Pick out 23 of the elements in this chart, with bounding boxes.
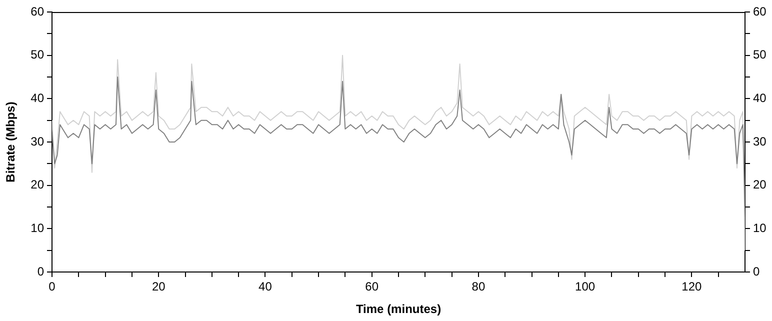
y-tick-label: 20 [30, 178, 44, 192]
x-axis-title: Time (minutes) [356, 302, 442, 316]
y-tick-label: 10 [30, 220, 44, 235]
y2-tick-label: 20 [753, 178, 767, 192]
x-tick-label: 100 [575, 280, 596, 294]
y-tick-label: 60 [30, 4, 44, 18]
y-axis-title: Bitrate (Mbps) [4, 102, 18, 182]
y2-tick-label: 0 [753, 264, 760, 278]
x-tick-label: 0 [48, 280, 56, 294]
x-tick-label: 120 [682, 280, 702, 294]
y2-tick-label: 10 [753, 220, 767, 235]
y2-tick-label: 40 [753, 90, 767, 105]
x-tick-label: 80 [472, 280, 486, 294]
y-tick-label: 40 [30, 90, 44, 105]
y-tick-label: 0 [37, 264, 44, 278]
y2-tick-label: 30 [753, 134, 767, 148]
y-tick-label: 30 [30, 134, 44, 148]
x-tick-label: 60 [365, 280, 379, 294]
y-tick-label: 50 [30, 48, 44, 62]
x-tick-label: 40 [258, 280, 272, 294]
y2-tick-label: 50 [753, 48, 767, 62]
y2-tick-label: 60 [753, 4, 767, 18]
x-tick-label: 20 [152, 280, 166, 294]
